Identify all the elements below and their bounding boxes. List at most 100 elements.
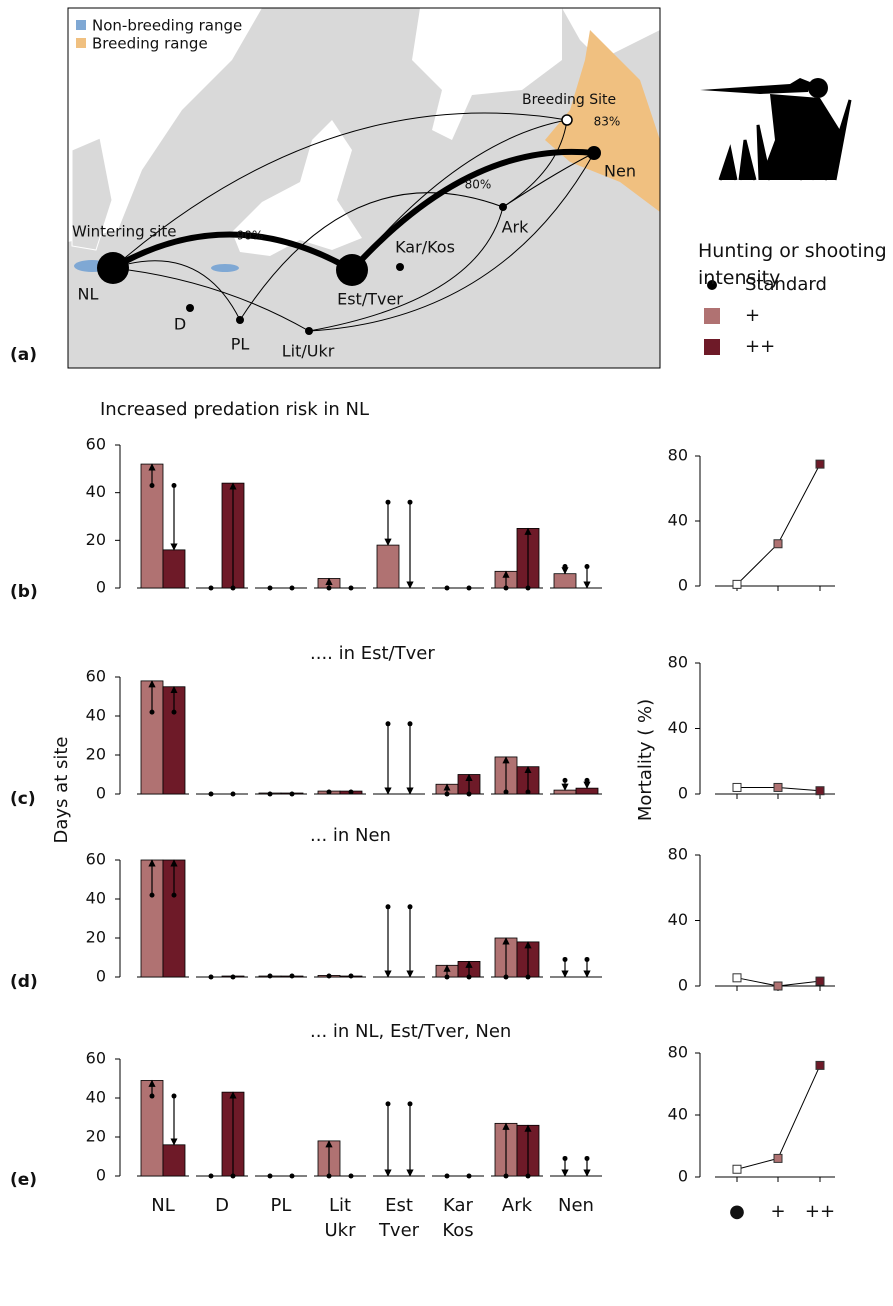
standard-dot (444, 791, 450, 797)
standard-dot (171, 483, 177, 489)
standard-dot (525, 1173, 531, 1179)
standard-dot (171, 1093, 177, 1099)
mortality-line (736, 463, 821, 585)
standard-dot (444, 974, 450, 980)
standard-dot (348, 1173, 354, 1179)
site-label: PL (231, 335, 250, 354)
standard-dot (326, 1173, 332, 1179)
panel-label: (d) (10, 972, 38, 992)
y-tick-label: 80 (668, 446, 688, 465)
standard-dot (208, 974, 214, 980)
standard-dot (503, 585, 509, 591)
y-tick-label: 20 (86, 530, 106, 549)
standard-dot (385, 499, 391, 505)
site-label: NL (78, 285, 99, 304)
y-tick-label: 20 (86, 928, 106, 947)
standard-dot (525, 585, 531, 591)
y-tick-label: 60 (86, 667, 106, 686)
standard-dot (444, 1173, 450, 1179)
x-tick-label: NL (151, 1195, 175, 1216)
y-tick-label: 60 (86, 1049, 106, 1068)
standard-dot (584, 777, 590, 783)
standard-dot (466, 791, 472, 797)
mortality-point (732, 782, 742, 792)
chart-title: Increased predation risk in NL (100, 399, 369, 420)
standard-dot (230, 585, 236, 591)
map-frame (67, 7, 661, 369)
annotation: Wintering site (72, 223, 177, 241)
standard-dot (562, 777, 568, 783)
map-legend-swatch (76, 38, 86, 48)
standard-dot (326, 585, 332, 591)
site-label: Ark (502, 218, 530, 237)
map-legend-label: Non-breeding range (92, 17, 242, 35)
standard-dot (407, 499, 413, 505)
standard-dot (584, 564, 590, 570)
standard-dot (289, 791, 295, 797)
chart-title: ... in Nen (310, 825, 391, 846)
panel-label: (a) (10, 345, 37, 365)
standard-dot (289, 1173, 295, 1179)
standard-dot (584, 1155, 590, 1161)
standard-dot (584, 956, 590, 962)
standard-dot (562, 1155, 568, 1161)
site-marker (499, 203, 507, 211)
standard-dot (562, 564, 568, 570)
panel-label: (e) (10, 1170, 37, 1190)
x-tick-label: + (770, 1201, 785, 1222)
mortality-point (773, 539, 783, 549)
mortality-point (773, 782, 783, 792)
mortality-point (732, 1164, 742, 1174)
mortality-point (732, 973, 742, 983)
legend-marker (704, 339, 720, 355)
legend-label: + (745, 305, 760, 326)
y-tick-label: 80 (668, 653, 688, 672)
standard-dot (230, 974, 236, 980)
standard-dot (208, 791, 214, 797)
y-tick-label: 60 (86, 850, 106, 869)
x-tick-label: ++ (805, 1201, 835, 1222)
standard-dot (466, 585, 472, 591)
site-marker (97, 252, 129, 284)
y-tick-label: 40 (668, 718, 688, 737)
standard-dot (385, 904, 391, 910)
y-tick-label: 0 (678, 576, 688, 595)
standard-dot (208, 585, 214, 591)
mortality-point (815, 459, 825, 469)
y-tick-label: 0 (96, 578, 106, 597)
y-tick-label: 80 (668, 845, 688, 864)
standard-dot (348, 585, 354, 591)
mortality-point (815, 786, 825, 796)
standard-dot (171, 892, 177, 898)
standard-dot (525, 789, 531, 795)
mortality-line (736, 1065, 821, 1170)
standard-dot (267, 585, 273, 591)
y-tick-label: 40 (86, 1088, 106, 1107)
bar (575, 787, 599, 795)
map-legend-label: Breeding range (92, 35, 208, 53)
standard-dot (562, 956, 568, 962)
standard-dot (289, 585, 295, 591)
standard-dot (503, 974, 509, 980)
site-label: Est/Tver (337, 290, 403, 309)
mortality-point (815, 1060, 825, 1070)
mortality-point (773, 1153, 783, 1163)
site-marker (396, 263, 404, 271)
site-marker (587, 146, 601, 160)
y-tick-label: 80 (668, 1043, 688, 1062)
y-tick-label: 0 (96, 967, 106, 986)
mortality-point (815, 976, 825, 986)
standard-dot (385, 721, 391, 727)
bar (553, 789, 577, 795)
x-tick-label: Kar Kos (442, 1195, 474, 1241)
site-label: Lit/Ukr (282, 342, 335, 361)
y-tick-label: 60 (86, 435, 106, 454)
bar (162, 1144, 186, 1177)
standard-dot (503, 789, 509, 795)
standard-dot (326, 973, 332, 979)
standard-dot (407, 1101, 413, 1107)
site-marker (336, 254, 368, 286)
panel-label: (c) (10, 789, 36, 809)
standard-dot (444, 585, 450, 591)
axis-title: Mortality ( %) (635, 699, 656, 821)
